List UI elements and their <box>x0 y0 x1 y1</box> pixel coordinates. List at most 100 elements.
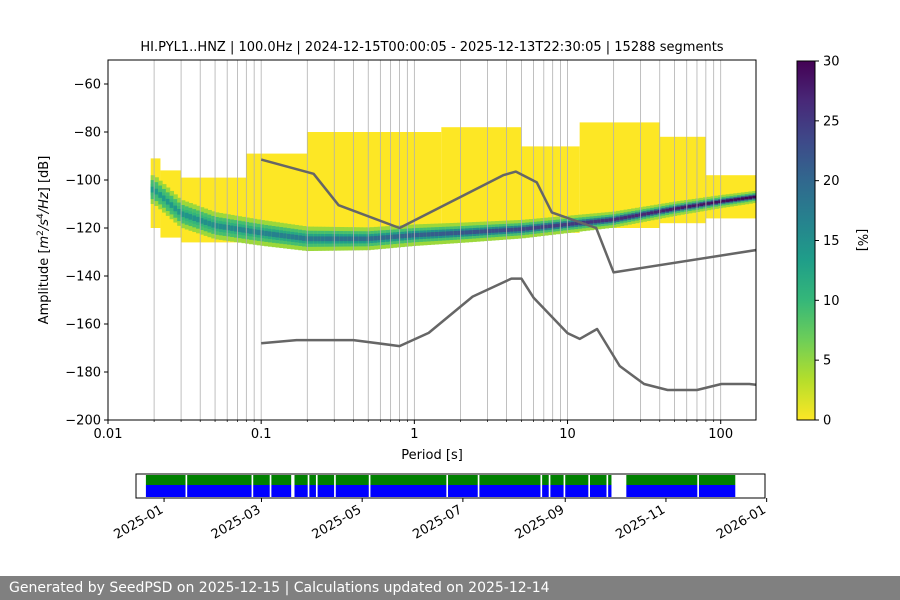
psd-mode-cell <box>434 231 439 237</box>
timeline-tick-label: 2025-11 <box>613 502 668 542</box>
psd-mode-cell <box>192 215 197 221</box>
y-axis-label-exp4: 4 <box>36 213 46 219</box>
psd-mode-cell <box>385 235 390 240</box>
psd-mode-cell <box>457 230 462 235</box>
timeline-gap <box>307 475 310 497</box>
psd-mode-cell <box>491 228 496 233</box>
psd-mode-cell <box>362 236 367 242</box>
y-tick-label: −80 <box>74 126 101 141</box>
data-availability-timeline <box>145 475 736 497</box>
psd-mode-cell <box>563 222 568 227</box>
timeline-top-bar <box>145 475 736 485</box>
psd-mode-cell <box>207 220 212 227</box>
psd-mode-cell <box>744 196 750 200</box>
psd-mode-cell <box>547 224 553 229</box>
psd-mode-cell <box>358 236 364 242</box>
psd-mode-cell <box>313 236 318 242</box>
colorbar-tick-label: 5 <box>823 354 831 369</box>
psd-mode-cell <box>241 227 246 233</box>
psd-mode-cell <box>396 234 401 239</box>
y-tick-label: −60 <box>74 78 101 93</box>
y-tick-label: −140 <box>65 270 101 285</box>
timeline-gap <box>446 475 449 497</box>
psd-mode-cell <box>665 208 670 212</box>
timeline-tick-label: 2026-01 <box>714 502 769 542</box>
psd-mode-cell <box>173 205 178 212</box>
timeline-bottom-bar <box>145 485 736 497</box>
psd-mode-cell <box>536 225 541 230</box>
psd-mode-cell <box>487 229 492 234</box>
psd-mode-cell <box>249 228 254 234</box>
timeline-gap <box>588 475 591 497</box>
psd-mode-cell <box>687 205 693 208</box>
y-axis-label-prefix: Amplitude [ <box>37 248 52 324</box>
psd-mode-cell <box>729 198 734 202</box>
psd-mode-cell <box>510 227 515 232</box>
psd-mode-cell <box>218 223 224 230</box>
psd-mode-cell <box>283 233 288 239</box>
colorbar <box>796 60 816 421</box>
psd-mode-cell <box>464 230 470 235</box>
psd-mode-cell <box>714 200 719 204</box>
psd-mode-cell <box>188 214 193 220</box>
psd-mode-cell <box>230 225 235 231</box>
psd-mode-cell <box>646 211 651 215</box>
psd-mode-cell <box>631 214 636 218</box>
psd-mode-cell <box>544 224 549 229</box>
psd-mode-cell <box>438 231 443 236</box>
psd-mode-cell <box>517 227 523 232</box>
psd-mode-cell <box>570 222 576 226</box>
psd-mode-cell <box>154 188 159 195</box>
psd-mode-cell <box>215 223 220 229</box>
psd-mode-cell <box>150 186 156 193</box>
psd-mode-cell <box>589 220 594 224</box>
psd-mode-cell <box>529 226 534 231</box>
psd-mode-cell <box>668 208 674 211</box>
timeline-tick-label: 2025-03 <box>209 502 264 542</box>
timeline-frame <box>135 473 766 499</box>
timeline-gap <box>611 475 627 497</box>
psd-mode-cell <box>169 202 174 208</box>
x-tick-label: 100 <box>708 427 733 442</box>
colorbar-ticks: 0 5 10 15 20 25 30 <box>815 55 840 429</box>
psd-mode-cell <box>691 204 697 208</box>
psd-mode-cell <box>237 226 243 233</box>
psd-mode-cell <box>521 227 526 231</box>
y-tick-label: −200 <box>65 414 101 429</box>
timeline-gap <box>315 475 318 497</box>
timeline-gap <box>251 475 254 497</box>
psd-mode-cell <box>392 234 398 239</box>
psd-mode-cell <box>725 199 731 202</box>
psd-mode-cell <box>740 197 746 200</box>
timeline-gap <box>548 475 551 497</box>
psd-mode-cell <box>245 227 250 234</box>
psd-mode-cell <box>294 234 299 240</box>
psd-mode-cell <box>199 218 205 224</box>
psd-mode-cell <box>593 219 598 224</box>
x-axis-ticks: 0.01 0.1 1 10 100 <box>94 420 733 442</box>
timeline-gap <box>540 475 543 497</box>
colorbar-tick-label: 30 <box>823 55 840 70</box>
timeline-gap <box>334 475 336 497</box>
colorbar-tick-label: 0 <box>823 414 831 429</box>
y-tick-label: −180 <box>65 366 101 381</box>
timeline-ticks: 2025-01 2025-03 2025-05 2025-07 2025-09 2025-… <box>112 498 769 543</box>
footer-text: Generated by SeedPSD on 2025-12-15 | Cal… <box>9 580 550 596</box>
psd-mode-cell <box>347 236 352 242</box>
psd-mode-cell <box>634 213 640 218</box>
psd-mode-cell <box>309 236 314 242</box>
psd-mode-cell <box>264 230 269 237</box>
psd-mode-cell <box>676 206 681 210</box>
psd-mode-cell <box>233 226 239 232</box>
colorbar-label: [%] <box>854 229 869 252</box>
y-tick-label: −120 <box>65 222 101 237</box>
psd-mode-cell <box>566 222 572 226</box>
y-axis-label-hz: /Hz <box>37 191 52 214</box>
psd-mode-cell <box>275 232 280 238</box>
psd-mode-cell <box>574 221 579 226</box>
timeline-gap <box>477 475 480 497</box>
psd-mode-cell <box>502 228 507 233</box>
psd-mode-cell <box>721 199 727 203</box>
colorbar-tick-label: 10 <box>823 294 840 309</box>
psd-mode-cell <box>483 229 488 234</box>
